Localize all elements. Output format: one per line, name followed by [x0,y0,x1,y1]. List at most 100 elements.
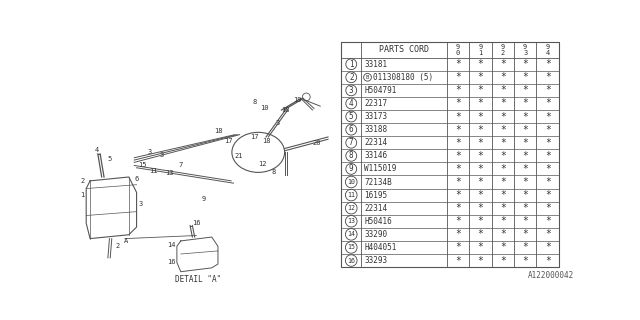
Text: 4: 4 [349,99,353,108]
Text: 011308180 (5): 011308180 (5) [373,73,433,82]
Text: *: * [500,256,506,266]
Text: H50416: H50416 [364,217,392,226]
Text: 2: 2 [349,73,353,82]
Text: H504791: H504791 [364,86,397,95]
Text: 12: 12 [258,161,266,167]
Text: *: * [500,177,506,187]
Text: *: * [477,59,483,69]
Text: 16: 16 [167,259,176,265]
Text: B: B [366,75,369,80]
Text: 22314: 22314 [364,204,388,213]
Text: *: * [500,72,506,82]
Text: *: * [522,151,528,161]
Text: 33293: 33293 [364,256,388,265]
Text: 15: 15 [348,244,355,251]
Text: *: * [455,99,461,108]
Text: *: * [522,177,528,187]
Text: *: * [477,72,483,82]
Text: *: * [500,216,506,226]
Text: 8: 8 [271,169,276,175]
Text: *: * [455,177,461,187]
Text: *: * [545,72,550,82]
Text: 12: 12 [348,205,355,211]
Text: *: * [455,216,461,226]
Text: 8: 8 [252,99,257,105]
Text: 33290: 33290 [364,230,388,239]
Text: 9
2: 9 2 [500,44,505,56]
Text: *: * [477,190,483,200]
Text: 20: 20 [312,140,321,146]
Text: 1: 1 [80,192,84,198]
Text: *: * [522,216,528,226]
Text: 9
4: 9 4 [545,44,550,56]
Text: *: * [545,229,550,239]
Text: 4: 4 [95,147,99,153]
Text: *: * [500,164,506,174]
Text: *: * [522,59,528,69]
Text: *: * [455,229,461,239]
Text: 7: 7 [349,138,353,147]
Text: 21: 21 [235,153,243,159]
Bar [341,42,559,58]
Text: 1: 1 [349,60,353,69]
Text: A122000042: A122000042 [527,271,573,280]
Text: 3: 3 [349,86,353,95]
Text: *: * [500,203,506,213]
Text: 33181: 33181 [364,60,388,69]
Text: *: * [455,243,461,252]
Text: *: * [545,59,550,69]
Text: 33173: 33173 [364,112,388,121]
Text: *: * [477,151,483,161]
Text: 19: 19 [292,97,301,103]
Text: *: * [522,138,528,148]
Text: *: * [545,164,550,174]
Text: 72134B: 72134B [364,178,392,187]
Text: 2: 2 [115,243,119,249]
Text: 6: 6 [134,176,139,182]
Text: 18: 18 [281,107,290,113]
Text: *: * [477,112,483,122]
Text: 16: 16 [192,220,200,226]
Text: 3: 3 [159,152,163,158]
Text: 9
0: 9 0 [456,44,460,56]
Text: *: * [522,256,528,266]
Text: *: * [545,256,550,266]
Text: 9
1: 9 1 [478,44,483,56]
Text: 11: 11 [348,192,355,198]
Text: *: * [500,59,506,69]
Text: 16: 16 [348,258,355,264]
Text: 18: 18 [262,138,270,144]
Text: *: * [522,190,528,200]
Text: *: * [545,203,550,213]
Text: *: * [455,203,461,213]
Text: 33188: 33188 [364,125,388,134]
Text: *: * [522,72,528,82]
Text: W115019: W115019 [364,164,397,173]
Text: *: * [477,243,483,252]
Text: *: * [500,99,506,108]
Text: 3: 3 [138,201,143,207]
Text: *: * [455,59,461,69]
Text: *: * [477,125,483,135]
Text: *: * [545,112,550,122]
Text: *: * [545,99,550,108]
Text: 10: 10 [260,105,269,111]
Text: *: * [522,99,528,108]
Text: 7: 7 [179,163,183,168]
Text: 5: 5 [349,112,353,121]
Text: *: * [455,112,461,122]
Text: *: * [500,151,506,161]
Text: 6: 6 [349,125,353,134]
Text: 14: 14 [167,242,176,248]
Text: *: * [500,125,506,135]
Text: *: * [477,85,483,95]
Text: *: * [500,190,506,200]
Text: 16195: 16195 [364,191,388,200]
Text: *: * [477,203,483,213]
Text: *: * [477,164,483,174]
Text: *: * [522,85,528,95]
Text: 17: 17 [225,138,233,144]
Text: 15: 15 [138,163,147,168]
Text: 3: 3 [148,149,152,156]
Text: 3: 3 [275,120,280,126]
